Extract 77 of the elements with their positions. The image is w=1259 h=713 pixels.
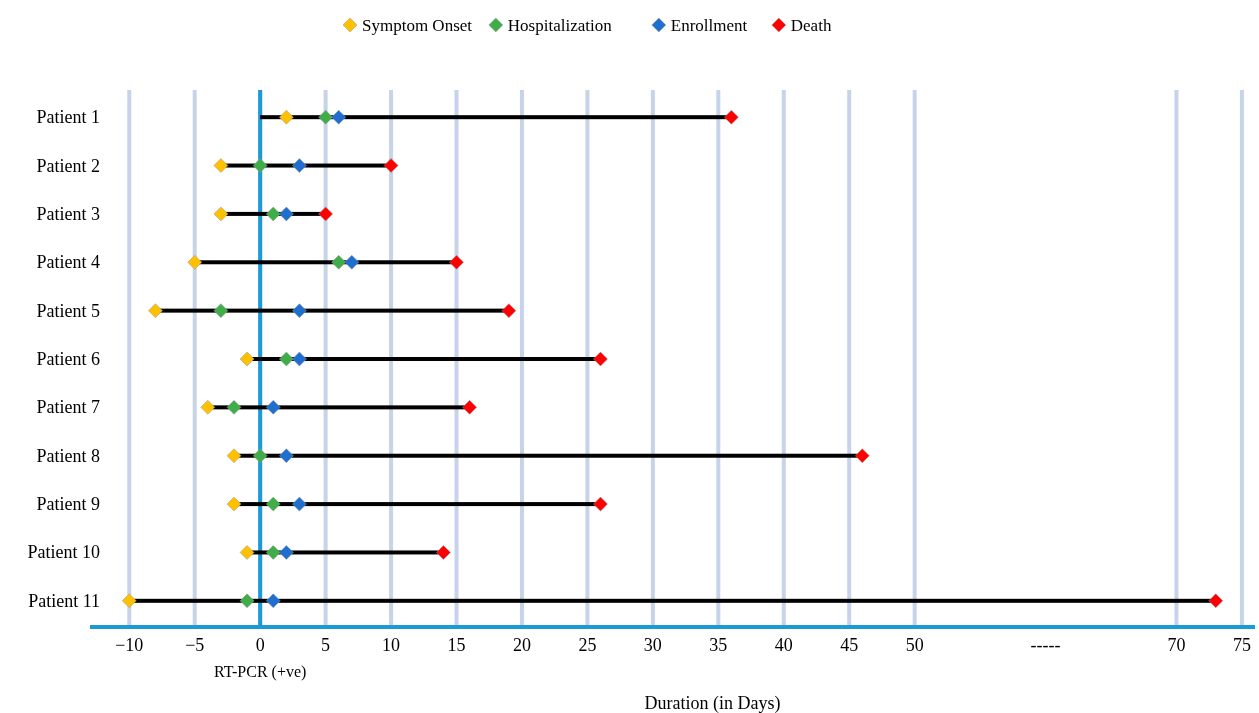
ref-line-label: RT-PCR (+ve)	[213, 663, 307, 681]
y-tick-label: Patient 6	[36, 349, 100, 369]
y-tick-label: Patient 2	[36, 155, 100, 176]
legend-label: Enrollment	[670, 16, 748, 35]
x-tick-label: 0	[255, 635, 265, 655]
point	[436, 545, 451, 560]
point	[266, 400, 281, 415]
point	[279, 206, 294, 222]
point	[462, 400, 477, 415]
point	[279, 109, 294, 125]
y-tick-label: Patient 9	[36, 494, 100, 515]
point	[279, 448, 294, 463]
point	[279, 351, 294, 367]
point	[331, 255, 346, 270]
point	[292, 496, 307, 512]
point	[449, 255, 464, 270]
point	[318, 109, 333, 125]
y-tick-label: Patient 11	[28, 590, 100, 611]
point	[1208, 593, 1223, 609]
y-tick-label: Patient 5	[36, 300, 100, 321]
point	[200, 400, 216, 415]
y-tick-label: Patient 1	[36, 107, 100, 128]
legend-label: Symptom Onset	[362, 16, 473, 35]
point	[292, 158, 307, 173]
x-tick-label: −5	[185, 635, 205, 655]
point	[318, 206, 333, 222]
x-tick-label: 20	[512, 635, 531, 655]
y-tick-label: Patient 3	[36, 203, 100, 224]
y-tick-label: Patient 7	[36, 397, 100, 418]
x-axis-title: Duration (in Days)	[644, 693, 781, 713]
point	[239, 351, 255, 367]
point	[122, 593, 137, 609]
point	[252, 158, 268, 173]
point	[239, 593, 255, 609]
x-tick-label: −10	[115, 635, 144, 655]
point	[266, 545, 281, 560]
x-tick-label: 30	[643, 635, 662, 655]
point	[226, 496, 242, 512]
point	[266, 593, 281, 609]
point	[266, 496, 281, 512]
point	[292, 351, 307, 367]
y-tick-label: Patient 4	[36, 252, 100, 273]
point	[279, 545, 294, 560]
legend-label: Death	[790, 16, 832, 35]
x-tick-label: 75	[1232, 635, 1251, 655]
point	[266, 206, 281, 222]
legend-label: Hospitalization	[507, 16, 613, 35]
point	[383, 158, 399, 173]
x-tick-label: 10	[382, 635, 401, 655]
y-tick-label: Patient 10	[27, 542, 100, 563]
point	[148, 303, 163, 318]
x-tick-label: 35	[709, 635, 728, 655]
point	[501, 303, 517, 318]
point	[855, 448, 870, 463]
point	[344, 255, 360, 270]
x-tick-label: 70	[1167, 635, 1186, 655]
x-tick-label: 50	[905, 635, 924, 655]
point	[226, 448, 242, 463]
text: -----	[1030, 635, 1061, 655]
point	[724, 109, 739, 125]
point	[252, 448, 268, 463]
point	[292, 303, 307, 318]
y-tick-label: Patient 8	[36, 445, 100, 466]
point	[239, 545, 255, 560]
point	[187, 255, 202, 270]
point	[213, 206, 229, 222]
x-tick-label: 5	[321, 635, 331, 655]
point	[226, 400, 242, 415]
point	[593, 351, 608, 367]
x-tick-label: 40	[774, 635, 793, 655]
x-tick-label: 15	[447, 635, 466, 655]
point	[213, 158, 229, 173]
x-tick-label: 45	[840, 635, 859, 655]
x-tick-label: 25	[578, 635, 597, 655]
point	[593, 496, 608, 512]
point	[331, 109, 346, 125]
point	[213, 303, 229, 318]
